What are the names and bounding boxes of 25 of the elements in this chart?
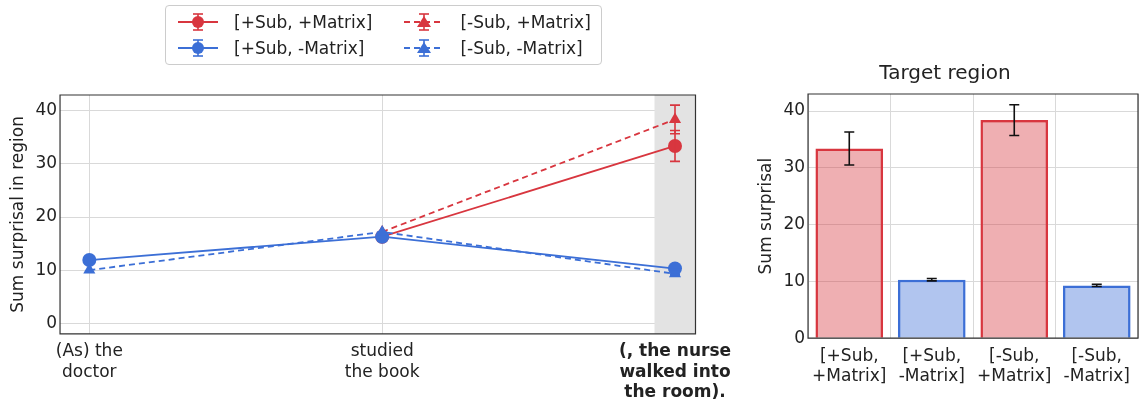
x-tick-label: (As) the doctor	[55, 340, 123, 381]
legend-label: [-Sub, +Matrix]	[460, 12, 591, 32]
x-tick-label: [-Sub, -Matrix]	[1063, 344, 1130, 386]
x-tick-label: [-Sub, +Matrix]	[977, 344, 1052, 386]
legend-label: [-Sub, -Matrix]	[460, 38, 583, 58]
y-tick-label: 0	[794, 326, 806, 347]
y-tick-label: 10	[783, 269, 806, 290]
point	[82, 253, 97, 268]
y-tick-label: 0	[46, 311, 58, 332]
y-tick-label: 40	[35, 99, 58, 120]
y-tick-label: 40	[783, 99, 806, 120]
x-tick-label: [+Sub, +Matrix]	[812, 344, 887, 386]
y-axis-title: Sum surprisal	[754, 157, 775, 275]
y-tick-label: 20	[783, 213, 806, 234]
x-tick-label: studied the book	[344, 340, 420, 381]
legend-label: [+Sub, -Matrix]	[234, 38, 365, 58]
y-tick-label: 20	[35, 205, 58, 226]
y-tick-label: 30	[35, 152, 58, 173]
x-tick-label: (, the nurse walked into the room).	[618, 340, 732, 402]
y-axis-title: Sum surprisal in region	[6, 116, 27, 313]
y-tick-label: 30	[783, 156, 806, 177]
x-tick-label: [+Sub, -Matrix]	[898, 344, 965, 386]
y-tick-label: 10	[35, 258, 58, 279]
chart-title: Target region	[878, 60, 1011, 85]
legend-label: [+Sub, +Matrix]	[234, 12, 373, 32]
